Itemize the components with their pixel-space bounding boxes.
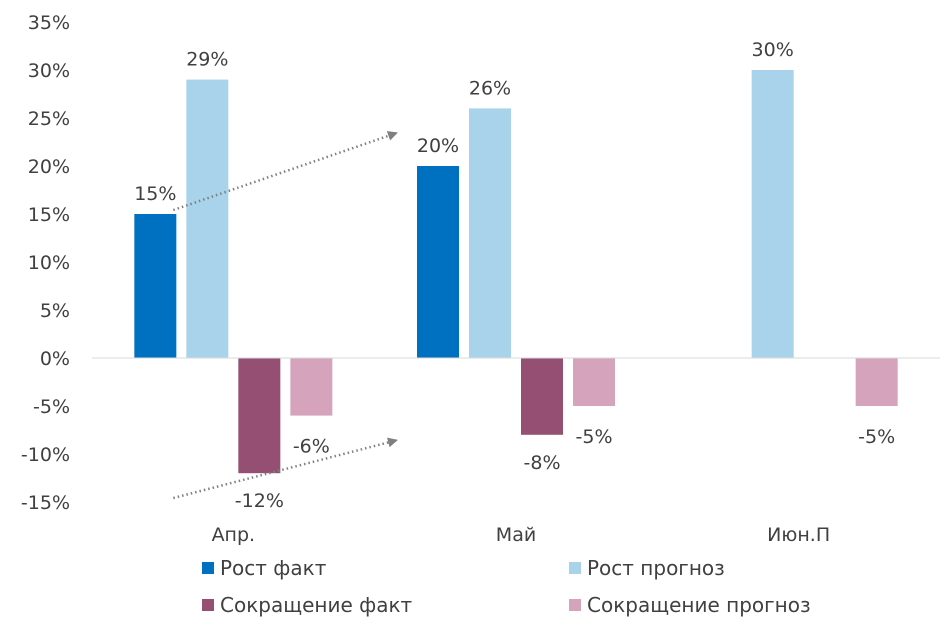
- data-label: 29%: [186, 49, 228, 71]
- legend-swatch: [569, 562, 581, 574]
- y-tick-label: 15%: [28, 204, 70, 226]
- x-axis-categories: Апр. Май Июн.П: [212, 524, 831, 546]
- bar-рост-факт: [417, 166, 459, 358]
- y-tick-label: 0%: [40, 348, 70, 370]
- legend-swatch: [202, 599, 214, 611]
- data-label: -8%: [524, 452, 561, 474]
- legend-swatch: [569, 599, 581, 611]
- category-label: Июн.П: [767, 524, 830, 546]
- y-tick-label: 25%: [28, 108, 70, 130]
- y-tick-label: -10%: [21, 444, 70, 466]
- bar-сокращение-факт: [521, 358, 563, 435]
- legend-label: Рост прогноз: [587, 556, 725, 580]
- trend-arrow: [172, 131, 398, 212]
- trend-arrow: [173, 437, 398, 500]
- y-tick-label: 20%: [28, 156, 70, 178]
- legend-label: Сокращение прогноз: [587, 593, 811, 617]
- legend: Рост факт Рост прогноз Сокращение факт Сокр…: [202, 556, 811, 617]
- bar-сокращение-прогноз: [855, 358, 898, 406]
- y-tick-label: -15%: [21, 492, 70, 514]
- legend-label: Рост факт: [220, 556, 327, 580]
- y-tick-label: 5%: [40, 300, 70, 322]
- data-label: 30%: [752, 39, 794, 61]
- y-tick-label: -5%: [33, 396, 70, 418]
- bar-рост-прогноз: [186, 79, 229, 358]
- y-tick-label: 10%: [28, 252, 70, 274]
- y-tick-label: 35%: [28, 12, 70, 34]
- data-label: -5%: [576, 426, 613, 448]
- data-labels: 15% 20% 29% 26% 30% -12% -8% -6% -5% -5%: [134, 39, 895, 512]
- bars: [134, 70, 898, 474]
- category-label: Апр.: [212, 524, 256, 546]
- data-label: 20%: [417, 135, 459, 157]
- bar-рост-факт: [134, 214, 177, 358]
- data-label: -12%: [235, 490, 284, 512]
- bar-сокращение-прогноз: [573, 358, 615, 406]
- data-label: -6%: [293, 436, 330, 458]
- annotations: [172, 131, 398, 500]
- y-axis: 35% 30% 25% 20% 15% 10% 5% 0% -5% -10% -15%: [21, 12, 70, 514]
- y-tick-label: 30%: [28, 60, 70, 82]
- bar-сокращение-прогноз: [290, 358, 333, 416]
- bar-сокращение-факт: [238, 358, 281, 474]
- data-label: -5%: [858, 426, 895, 448]
- data-label: 15%: [134, 183, 176, 205]
- legend-swatch: [202, 562, 214, 574]
- legend-label: Сокращение факт: [220, 593, 413, 617]
- category-label: Май: [496, 524, 536, 546]
- bar-рост-прогноз: [469, 108, 511, 359]
- bar-рост-прогноз: [751, 70, 794, 358]
- data-label: 26%: [469, 77, 511, 99]
